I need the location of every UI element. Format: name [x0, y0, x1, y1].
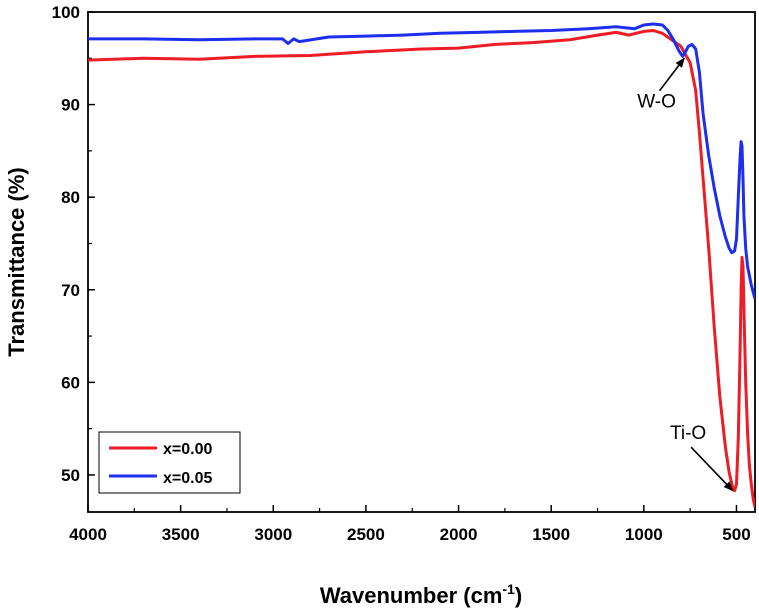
x-tick-label: 2500	[347, 525, 385, 544]
y-tick-label: 80	[61, 188, 80, 207]
x-tick-label: 3500	[162, 525, 200, 544]
annotation-label: Ti-O	[670, 423, 706, 444]
series-layer	[88, 22, 755, 508]
x-axis-title: Wavenumber (cm-1)	[320, 581, 522, 608]
y-tick-label: 100	[52, 3, 80, 22]
annotation-arrow	[658, 57, 685, 92]
series-line-0	[88, 29, 755, 508]
y-axis-ticks: 50 60 70 80 90 100	[52, 3, 95, 485]
plot-frame	[87, 11, 756, 513]
annotation-arrow	[690, 446, 734, 492]
legend-box	[98, 431, 241, 494]
x-tick-label: 1000	[625, 525, 663, 544]
y-tick-label: 50	[61, 466, 80, 485]
y-tick-label: 60	[61, 373, 80, 392]
annotation-layer: W-O Ti-O	[637, 57, 734, 492]
legend-label-x005: x=0.05	[163, 470, 212, 487]
x-tick-label: 3000	[254, 525, 292, 544]
legend: x=0.00 x=0.05	[98, 431, 241, 494]
annotation-label: W-O	[637, 92, 676, 113]
x-tick-label: 1500	[532, 525, 570, 544]
legend-label-x000: x=0.00	[163, 441, 212, 458]
x-axis-ticks: 4000 3500 3000 2500 2000 1500 1000 500	[69, 505, 751, 544]
x-tick-label: 4000	[69, 525, 107, 544]
y-tick-label: 70	[61, 281, 80, 300]
y-axis-title: Transmittance (%)	[4, 167, 29, 357]
series-line-1	[88, 22, 755, 300]
y-tick-label: 90	[61, 96, 80, 115]
x-tick-label: 500	[722, 525, 750, 544]
x-tick-label: 2000	[440, 525, 478, 544]
